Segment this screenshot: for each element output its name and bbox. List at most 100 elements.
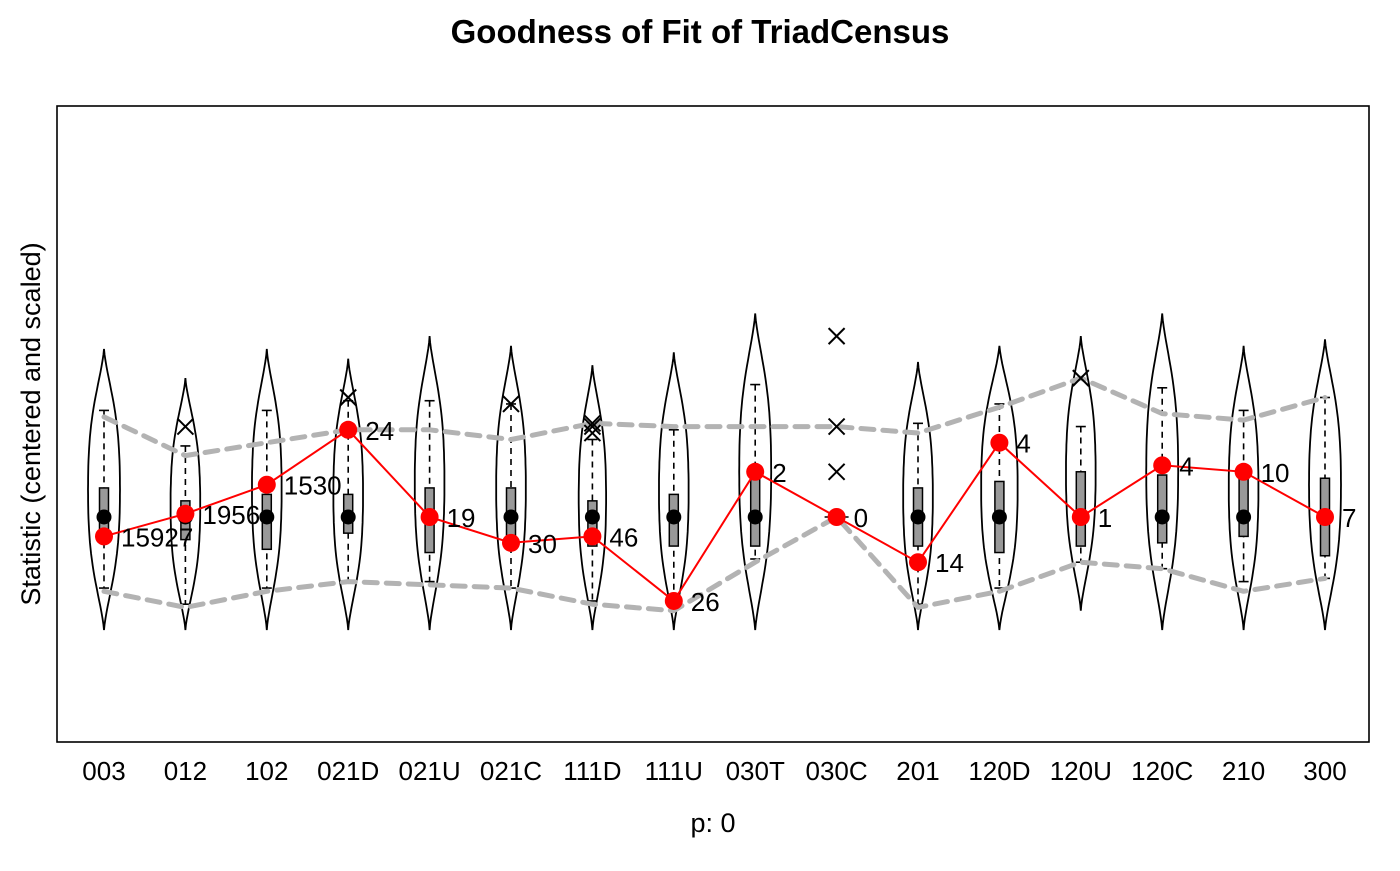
box-210 bbox=[1238, 477, 1249, 538]
chart-title: Goodness of Fit of TriadCensus bbox=[451, 13, 950, 50]
outlier-021C bbox=[502, 395, 520, 413]
observed-line bbox=[103, 428, 1326, 603]
median-201 bbox=[910, 509, 926, 525]
observed-label-120U: 1 bbox=[1098, 503, 1112, 533]
outlier-stroke bbox=[827, 327, 846, 345]
violin-120C bbox=[1145, 313, 1180, 631]
observed-point-111U bbox=[664, 591, 683, 610]
outlier-120U bbox=[1072, 369, 1090, 387]
x-tick-labels: 003 012 102 021D 021U 021C 111D 111U 030T 030C 201… bbox=[82, 756, 1346, 786]
observed-point-012 bbox=[176, 504, 195, 523]
observed-point-030C bbox=[827, 508, 846, 526]
violin-111U bbox=[658, 352, 690, 631]
x-tick-021C: 021C bbox=[480, 756, 542, 786]
outlier-layer bbox=[176, 327, 1090, 481]
violin-021C bbox=[495, 345, 527, 631]
median-210 bbox=[1236, 509, 1252, 525]
outlier-stroke bbox=[1072, 369, 1090, 387]
outlier-030C bbox=[827, 327, 846, 345]
observed-label-120C: 4 bbox=[1179, 451, 1193, 481]
observed-label-300: 7 bbox=[1342, 503, 1356, 533]
outlier-stroke bbox=[827, 463, 846, 481]
x-tick-102: 102 bbox=[245, 756, 288, 786]
x-tick-012: 012 bbox=[164, 756, 207, 786]
observed-point-120D bbox=[990, 433, 1009, 452]
x-tick-111D: 111D bbox=[563, 756, 621, 786]
median-030T bbox=[747, 509, 763, 525]
observed-label-021D: 24 bbox=[365, 416, 394, 446]
violin-201 bbox=[902, 361, 934, 631]
outlier-stroke bbox=[583, 417, 602, 436]
outlier-stroke bbox=[583, 424, 602, 442]
observed-label-210: 10 bbox=[1261, 458, 1290, 488]
outlier-stroke bbox=[502, 395, 520, 413]
median-120C bbox=[1154, 509, 1170, 525]
x-tick-021D: 021D bbox=[317, 756, 379, 786]
observed-point-021D bbox=[339, 420, 358, 439]
observed-point-003 bbox=[95, 527, 113, 546]
outlier-012 bbox=[176, 417, 195, 436]
median-003 bbox=[96, 509, 112, 525]
outlier-111D bbox=[583, 417, 602, 436]
box-120C bbox=[1156, 474, 1168, 544]
violin-021U bbox=[413, 336, 446, 631]
observed-point-021U bbox=[420, 508, 439, 526]
violin-120D bbox=[980, 345, 1019, 631]
observed-point-201 bbox=[909, 553, 927, 572]
violin-003 bbox=[87, 348, 121, 631]
observed-label-021C: 30 bbox=[528, 529, 557, 559]
plot-frame bbox=[56, 105, 1370, 743]
median-111D bbox=[584, 509, 600, 525]
envelope-lower bbox=[101, 514, 1328, 614]
violin-012 bbox=[169, 378, 202, 631]
x-tick-003: 003 bbox=[82, 756, 125, 786]
observed-point-300 bbox=[1316, 508, 1334, 526]
median-021D bbox=[340, 509, 356, 525]
y-axis-label: Statistic (centered and scaled) bbox=[16, 242, 46, 605]
outlier-stroke bbox=[176, 417, 195, 436]
violin-210 bbox=[1227, 345, 1260, 631]
observed-label-201: 14 bbox=[935, 548, 964, 578]
observed-label-111U: 26 bbox=[691, 587, 720, 617]
outlier-030C bbox=[827, 417, 846, 436]
x-tick-201: 201 bbox=[896, 756, 939, 786]
median-111U bbox=[666, 509, 682, 525]
x-tick-120D: 120D bbox=[968, 756, 1030, 786]
x-tick-120C: 120C bbox=[1131, 756, 1193, 786]
outlier-stroke bbox=[339, 388, 357, 407]
x-tick-030T: 030T bbox=[726, 756, 785, 786]
observed-point-120U bbox=[1071, 508, 1090, 526]
observed-label-003: 15927 bbox=[121, 522, 193, 552]
x-tick-300: 300 bbox=[1303, 756, 1346, 786]
x-tick-120U: 120U bbox=[1050, 756, 1112, 786]
violin-300 bbox=[1308, 339, 1342, 631]
violin-021D bbox=[332, 358, 364, 631]
observed-point-030T bbox=[746, 462, 765, 481]
observed-label-102: 1530 bbox=[284, 471, 342, 501]
observed-label-012: 1956 bbox=[202, 500, 260, 530]
observed-label-111D: 46 bbox=[609, 522, 638, 552]
violin-030T bbox=[738, 313, 773, 631]
observed-point-120C bbox=[1153, 456, 1172, 475]
outlier-030C bbox=[827, 463, 846, 481]
outlier-stroke bbox=[827, 417, 846, 436]
x-tick-111U: 111U bbox=[645, 756, 703, 786]
median-102 bbox=[259, 509, 275, 525]
observed-point-021C bbox=[502, 533, 520, 552]
observed-label-120D: 4 bbox=[1016, 429, 1030, 459]
observed-label-030T: 2 bbox=[772, 458, 786, 488]
x-tick-021U: 021U bbox=[399, 756, 461, 786]
observed-label-021U: 19 bbox=[447, 503, 476, 533]
envelope-layer bbox=[101, 375, 1328, 614]
median-120D bbox=[991, 509, 1007, 525]
outlier-111D bbox=[583, 424, 602, 442]
outlier-021D bbox=[339, 388, 357, 407]
observed-point-111D bbox=[583, 527, 602, 546]
median-021C bbox=[503, 509, 519, 525]
x-axis-label: p: 0 bbox=[690, 808, 735, 838]
x-tick-030C: 030C bbox=[806, 756, 868, 786]
x-tick-210: 210 bbox=[1222, 756, 1265, 786]
observed-point-210 bbox=[1234, 462, 1253, 481]
